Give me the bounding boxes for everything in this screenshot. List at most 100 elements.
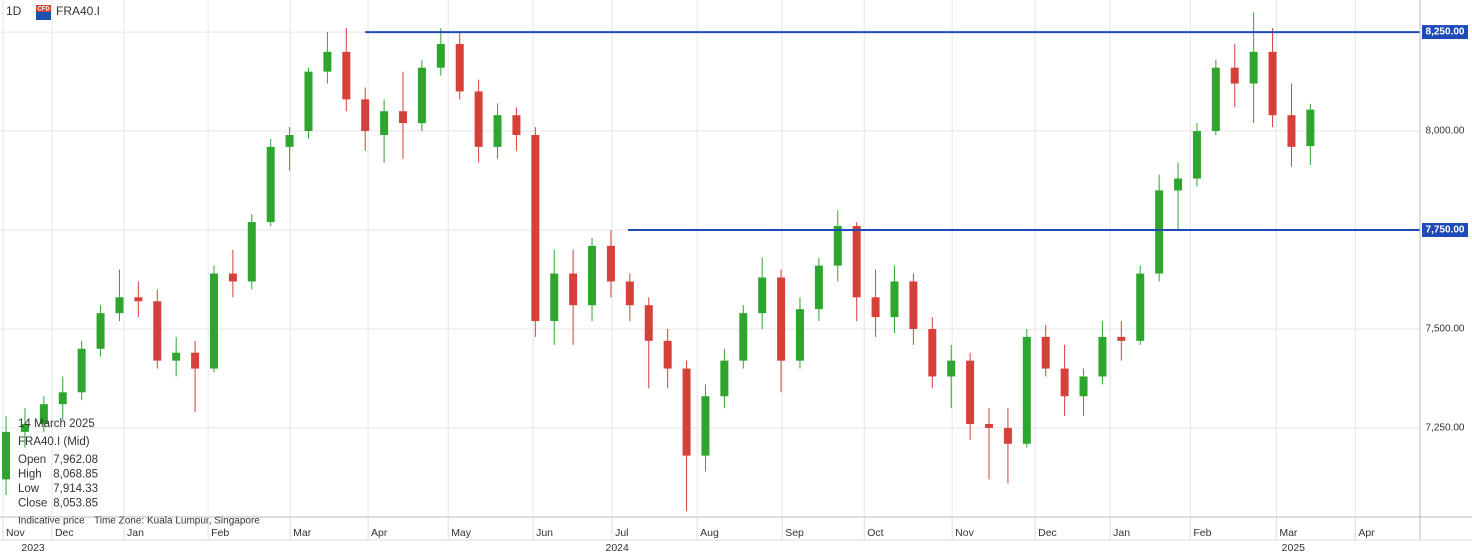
candle-body bbox=[39, 404, 48, 424]
candle-body bbox=[323, 51, 332, 72]
x-tick-label: May bbox=[451, 527, 472, 539]
candle-body bbox=[682, 368, 691, 456]
readout-timezone: Time Zone: Kuala Lumpur, Singapore bbox=[94, 516, 260, 527]
candle-body bbox=[777, 277, 786, 361]
candle-body bbox=[96, 313, 105, 349]
candle-body bbox=[399, 111, 408, 124]
candle-body bbox=[285, 134, 294, 147]
candle-body bbox=[701, 396, 710, 456]
candle-body bbox=[493, 115, 502, 147]
candle-body bbox=[380, 111, 389, 135]
candle-body bbox=[1287, 115, 1296, 147]
candle-body bbox=[228, 273, 237, 282]
y-tick-label: 7,750.00 bbox=[1426, 225, 1465, 236]
x-tick-label: Jan bbox=[1113, 527, 1130, 539]
x-tick-label: Dec bbox=[1038, 527, 1057, 539]
year-label: 2025 bbox=[1282, 542, 1306, 554]
candle-body bbox=[417, 67, 426, 124]
candle-body bbox=[739, 313, 748, 361]
candle-body bbox=[191, 352, 200, 369]
candle-body bbox=[1211, 67, 1220, 132]
x-tick-label: Feb bbox=[1193, 527, 1211, 539]
candle-body bbox=[115, 297, 124, 314]
interval: 1D bbox=[6, 4, 22, 18]
candle-body bbox=[1117, 336, 1126, 341]
x-tick-label: Feb bbox=[211, 527, 229, 539]
year-label: 2024 bbox=[606, 542, 630, 554]
x-tick-label: Apr bbox=[1358, 527, 1375, 539]
x-tick-label: Dec bbox=[55, 527, 74, 539]
y-tick-label: 8,250.00 bbox=[1426, 27, 1465, 38]
year-label: 2023 bbox=[21, 542, 45, 554]
candle-body bbox=[985, 423, 994, 428]
candle-body bbox=[361, 99, 370, 132]
readout-date: 14 March 2025 bbox=[18, 418, 95, 430]
y-tick-label: 8,000.00 bbox=[1426, 126, 1465, 137]
candle-body bbox=[134, 297, 143, 302]
candle-body bbox=[1249, 51, 1258, 84]
readout-label: Open bbox=[18, 454, 46, 466]
candle-body bbox=[266, 146, 275, 223]
candle-body bbox=[833, 226, 842, 266]
x-tick-label: Jul bbox=[615, 527, 628, 539]
candle-body bbox=[209, 273, 218, 369]
candles bbox=[2, 12, 1315, 512]
candle-body bbox=[1060, 368, 1069, 397]
candle-body bbox=[795, 309, 804, 361]
candle-body bbox=[814, 265, 823, 310]
candle-body bbox=[474, 91, 483, 147]
candle-body bbox=[758, 277, 767, 314]
x-tick-label: Aug bbox=[700, 527, 719, 539]
candle-body bbox=[663, 340, 672, 369]
candle-body bbox=[871, 297, 880, 318]
candle-body bbox=[928, 328, 937, 377]
x-tick-label: Sep bbox=[785, 527, 804, 539]
candle-body bbox=[1098, 336, 1107, 377]
x-tick-label: Oct bbox=[867, 527, 883, 539]
candle-body bbox=[1155, 190, 1164, 274]
x-tick-label: Nov bbox=[955, 527, 974, 539]
readout-value: 8,053.85 bbox=[53, 498, 98, 510]
candle-body bbox=[1022, 336, 1031, 444]
readout-value: 8,068.85 bbox=[53, 469, 98, 481]
x-tick-label: Mar bbox=[1279, 527, 1298, 539]
candle-body bbox=[890, 281, 899, 318]
candle-body bbox=[720, 360, 729, 397]
readout-label: Close bbox=[18, 498, 47, 510]
candle-body bbox=[153, 301, 162, 361]
candle-body bbox=[644, 305, 653, 341]
candle-body bbox=[2, 431, 11, 480]
candle-body bbox=[550, 273, 559, 322]
candle-body bbox=[1003, 427, 1012, 444]
candle-body bbox=[569, 273, 578, 306]
candle-body bbox=[909, 281, 918, 329]
x-tick-label: Apr bbox=[371, 527, 388, 539]
readout-value: 7,914.33 bbox=[53, 483, 98, 495]
price-tag bbox=[1422, 25, 1468, 40]
candle-body bbox=[1041, 336, 1050, 369]
candle-body bbox=[588, 245, 597, 306]
readout-label: High bbox=[18, 469, 42, 481]
candle-body bbox=[304, 71, 313, 132]
x-tick-label: Jun bbox=[536, 527, 553, 539]
price-tag bbox=[1422, 222, 1468, 237]
candle-body bbox=[625, 281, 634, 306]
readout-instrument: FRA40.I (Mid) bbox=[18, 436, 90, 448]
candle-body bbox=[852, 226, 861, 298]
candle-body bbox=[512, 115, 521, 135]
instrument: FRA40.I bbox=[56, 4, 100, 18]
candle-body bbox=[531, 134, 540, 322]
candle-body bbox=[58, 392, 67, 405]
icon-text: CFD bbox=[37, 7, 50, 13]
candle-body bbox=[966, 360, 975, 424]
x-tick-label: Jan bbox=[127, 527, 144, 539]
readout-value: 7,962.08 bbox=[53, 454, 98, 466]
x-tick-label: Mar bbox=[293, 527, 312, 539]
candle-body bbox=[436, 43, 445, 68]
candle-body bbox=[77, 348, 86, 393]
candle-body bbox=[1230, 67, 1239, 84]
overlay bbox=[365, 31, 1420, 231]
